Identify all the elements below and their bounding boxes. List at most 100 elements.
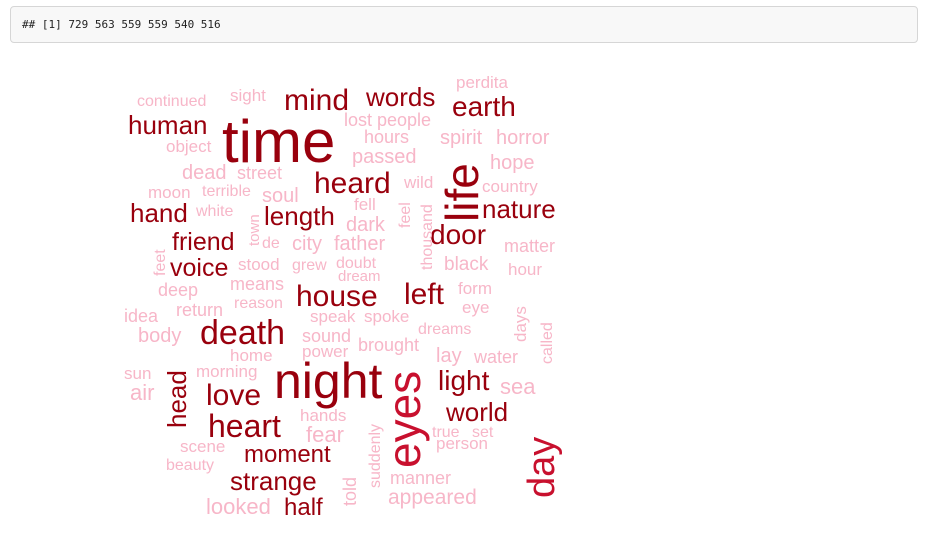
word-grew: grew bbox=[292, 257, 327, 274]
word-time: time bbox=[222, 108, 335, 175]
word-horror: horror bbox=[496, 127, 550, 149]
word-body: body bbox=[138, 325, 181, 347]
word-world: world bbox=[445, 397, 508, 427]
word-hands: hands bbox=[300, 406, 346, 425]
word-strange: strange bbox=[230, 466, 317, 496]
word-matter: matter bbox=[504, 236, 555, 256]
word-spirit: spirit bbox=[440, 127, 483, 149]
word-head: head bbox=[162, 370, 192, 428]
word-terrible: terrible bbox=[202, 183, 251, 200]
word-sight: sight bbox=[230, 86, 266, 105]
word-house: house bbox=[296, 280, 378, 313]
word-brought: brought bbox=[358, 335, 419, 355]
word-doubt: doubt bbox=[336, 255, 377, 272]
word-reason: reason bbox=[234, 295, 283, 312]
word-nature: nature bbox=[482, 194, 556, 224]
word-people: people bbox=[377, 110, 431, 130]
word-feet: feet bbox=[152, 249, 169, 276]
word-moment: moment bbox=[244, 441, 331, 468]
word-country: country bbox=[482, 177, 538, 196]
word-form: form bbox=[458, 279, 492, 298]
word-moon: moon bbox=[148, 183, 191, 202]
word-fell: fell bbox=[354, 195, 376, 214]
word-life: life bbox=[436, 163, 488, 222]
word-street: street bbox=[237, 163, 282, 183]
word-air: air bbox=[130, 380, 154, 405]
word-beauty: beauty bbox=[166, 457, 214, 474]
word-spoke: spoke bbox=[364, 307, 409, 326]
word-human: human bbox=[128, 110, 208, 140]
word-light: light bbox=[438, 365, 490, 396]
word-appeared: appeared bbox=[388, 486, 477, 509]
word-dream: dream bbox=[338, 268, 381, 285]
word-fear: fear bbox=[306, 422, 344, 447]
word-manner: manner bbox=[390, 468, 451, 488]
word-means: means bbox=[230, 274, 284, 294]
word-passed: passed bbox=[352, 146, 417, 168]
word-sound: sound bbox=[302, 326, 351, 346]
word-power: power bbox=[302, 342, 349, 361]
word-white: white bbox=[195, 203, 233, 220]
word-mind: mind bbox=[284, 84, 349, 117]
word-words: words bbox=[365, 82, 435, 112]
word-black: black bbox=[444, 254, 489, 275]
word-father: father bbox=[334, 233, 385, 255]
word-lay: lay bbox=[436, 345, 462, 367]
word-called: called bbox=[539, 322, 556, 364]
word-left: left bbox=[404, 278, 445, 311]
word-thousand: thousand bbox=[419, 204, 436, 270]
word-idea: idea bbox=[124, 306, 159, 326]
word-hand: hand bbox=[130, 198, 188, 228]
word-night: night bbox=[274, 353, 383, 409]
word-de: de bbox=[262, 235, 280, 252]
word-speak: speak bbox=[310, 307, 356, 326]
word-hour: hour bbox=[508, 260, 542, 279]
word-true: true bbox=[432, 424, 460, 441]
word-heard: heard bbox=[314, 167, 391, 200]
word-day: day bbox=[521, 437, 563, 498]
word-soul: soul bbox=[262, 185, 299, 207]
word-hours: hours bbox=[364, 127, 409, 147]
word-object: object bbox=[166, 137, 212, 156]
word-days: days bbox=[511, 306, 530, 342]
word-stood: stood bbox=[238, 255, 280, 274]
word-dead: dead bbox=[182, 162, 227, 184]
word-sun: sun bbox=[124, 364, 151, 383]
word-looked: looked bbox=[206, 494, 271, 519]
word-death: death bbox=[200, 314, 285, 352]
word-door: door bbox=[430, 219, 486, 250]
word-town: town bbox=[246, 214, 263, 246]
console-output-block: ## [1] 729 563 559 559 540 516 bbox=[10, 6, 918, 43]
word-dreams: dreams bbox=[418, 321, 471, 338]
word-deep: deep bbox=[158, 280, 198, 300]
word-friend: friend bbox=[172, 228, 235, 256]
word-person: person bbox=[436, 434, 488, 453]
word-home: home bbox=[230, 346, 273, 365]
word-length: length bbox=[264, 201, 335, 231]
word-morning: morning bbox=[196, 362, 257, 381]
word-voice: voice bbox=[170, 254, 228, 282]
word-heart: heart bbox=[208, 408, 281, 444]
word-eye: eye bbox=[462, 298, 489, 317]
word-city: city bbox=[292, 233, 322, 255]
word-continued: continued bbox=[137, 93, 206, 110]
word-hope: hope bbox=[490, 152, 535, 174]
word-perdita: perdita bbox=[456, 73, 509, 92]
word-lost: lost bbox=[344, 110, 372, 130]
word-told: told bbox=[340, 477, 360, 506]
word-earth: earth bbox=[452, 91, 516, 122]
word-return: return bbox=[176, 300, 223, 320]
word-set: set bbox=[472, 424, 494, 441]
word-water: water bbox=[473, 347, 518, 367]
word-wild: wild bbox=[403, 173, 433, 192]
word-feel: feel bbox=[397, 202, 414, 228]
word-scene: scene bbox=[180, 437, 225, 456]
word-half: half bbox=[284, 494, 323, 521]
word-suddenly: suddenly bbox=[367, 424, 384, 488]
word-eyes: eyes bbox=[378, 371, 430, 468]
word-dark: dark bbox=[346, 214, 386, 236]
word-love: love bbox=[206, 379, 261, 412]
word-sea: sea bbox=[500, 374, 536, 399]
console-output-text: ## [1] 729 563 559 559 540 516 bbox=[22, 18, 221, 31]
